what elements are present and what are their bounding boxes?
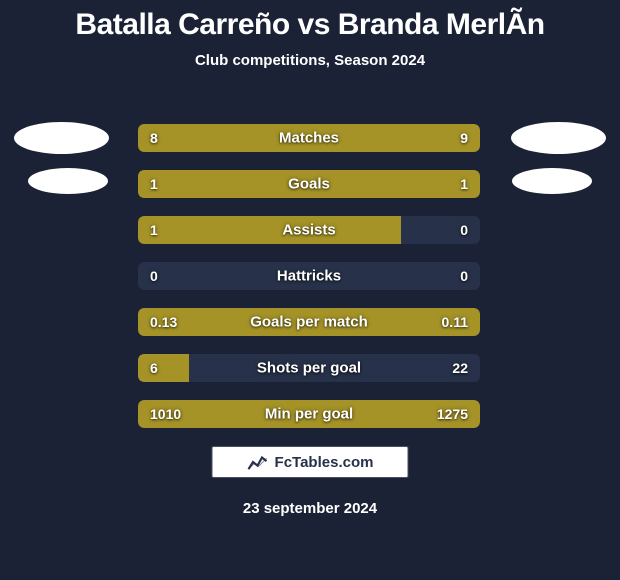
page-subtitle: Club competitions, Season 2024 <box>0 52 620 69</box>
player2-avatar-primary <box>511 122 606 154</box>
player1-avatar-secondary <box>28 168 108 194</box>
player2-avatar-secondary <box>512 168 592 194</box>
stat-row: 622Shots per goal <box>138 354 480 382</box>
date-label: 23 september 2024 <box>0 500 620 517</box>
stat-label: Min per goal <box>138 406 480 423</box>
player1-avatar-primary <box>14 122 109 154</box>
stat-label: Assists <box>138 222 480 239</box>
stat-row: 10Assists <box>138 216 480 244</box>
stat-row: 10101275Min per goal <box>138 400 480 428</box>
stat-label: Matches <box>138 130 480 147</box>
stat-row: 00Hattricks <box>138 262 480 290</box>
stat-row: 89Matches <box>138 124 480 152</box>
stat-label: Hattricks <box>138 268 480 285</box>
stat-row: 11Goals <box>138 170 480 198</box>
brand-badge[interactable]: FcTables.com <box>212 446 409 478</box>
stat-label: Goals <box>138 176 480 193</box>
stats-bars: 89Matches 11Goals 10Assists 00Hattricks 0.13… <box>138 124 480 446</box>
comparison-card: Batalla Carreño vs Branda MerlÃ­n Club c… <box>0 0 620 580</box>
stat-label: Goals per match <box>138 314 480 331</box>
brand-logo-icon <box>247 453 269 471</box>
page-title: Batalla Carreño vs Branda MerlÃ­n <box>0 0 620 42</box>
stat-row: 0.130.11Goals per match <box>138 308 480 336</box>
stat-label: Shots per goal <box>138 360 480 377</box>
brand-text: FcTables.com <box>275 454 374 471</box>
